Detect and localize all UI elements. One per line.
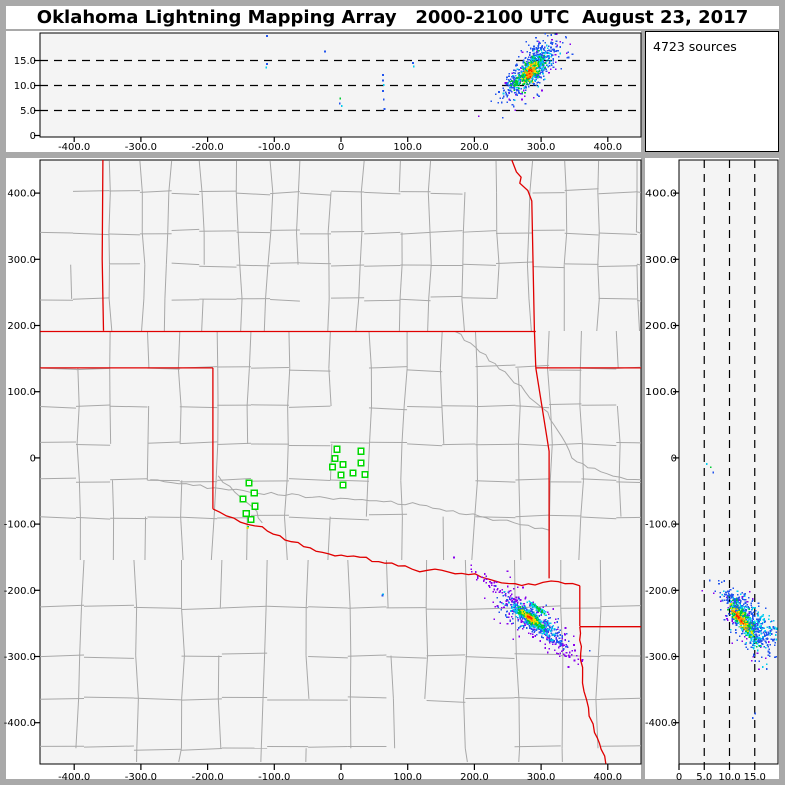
plan-view-panel [6, 158, 641, 779]
source-count-label: 4723 sources [653, 39, 737, 54]
ew-altitude-panel [6, 31, 641, 152]
title-bar: Oklahoma Lightning Mapping Array 2000-21… [6, 6, 779, 29]
ns-altitude-panel [645, 158, 779, 779]
page-title: Oklahoma Lightning Mapping Array 2000-21… [36, 7, 749, 28]
source-count-box: 4723 sources [645, 31, 779, 152]
